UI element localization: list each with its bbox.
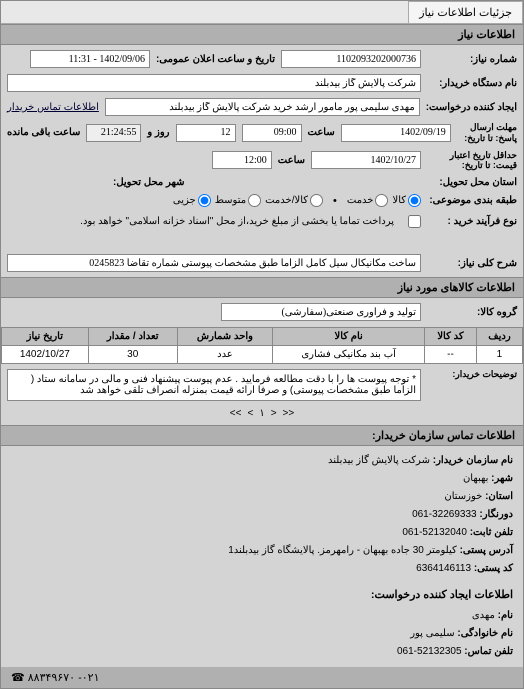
- th-name: نام کالا: [273, 328, 425, 346]
- radio-size2[interactable]: [248, 194, 261, 207]
- creator-section-title: اطلاعات ایجاد کننده درخواست:: [1, 584, 523, 601]
- creator-phone-value: 52132305-061: [397, 646, 462, 657]
- footer-phone: ☎ ۸۸۳۴۹۶۷۰ -۰۲۱: [1, 667, 523, 688]
- process-label: نوع فرآیند خرید :: [427, 216, 517, 227]
- info-section: شماره نیاز: تاریخ و ساعت اعلان عمومی: نا…: [1, 45, 523, 277]
- radio-size3[interactable]: [198, 194, 211, 207]
- buyer-input[interactable]: [7, 74, 421, 92]
- req-no-input[interactable]: [281, 50, 421, 68]
- process-checkbox[interactable]: [408, 215, 421, 228]
- requester-input[interactable]: [105, 98, 420, 116]
- deadline-date[interactable]: [341, 124, 451, 142]
- postcode-label: کد پستی:: [474, 563, 513, 574]
- goods-section-title: اطلاعات کالاهای مورد نیاز: [1, 277, 523, 298]
- pager-page[interactable]: ۱: [259, 408, 264, 419]
- phone-value: 52132040-061: [402, 527, 467, 538]
- province-label2: استان:: [485, 491, 513, 502]
- deadline-time[interactable]: [242, 124, 302, 142]
- contact-section-title: اطلاعات تماس سازمان خریدار:: [1, 425, 523, 446]
- budget-label: طبقه بندی موضوعی:: [427, 195, 517, 206]
- req-no-label: شماره نیاز:: [427, 54, 517, 65]
- creator-phone-label: تلفن تماس:: [464, 646, 513, 657]
- radio-kala[interactable]: [408, 194, 421, 207]
- desc-input[interactable]: [7, 254, 421, 272]
- remain-label: ساعت باقی مانده: [7, 127, 80, 138]
- contact-link[interactable]: اطلاعات تماس خریدار: [7, 102, 99, 113]
- fax-label: دورنگار:: [479, 509, 513, 520]
- days-remaining[interactable]: [176, 124, 236, 142]
- goods-table: ردیف کد کالا نام کالا واحد شمارش تعداد /…: [1, 327, 523, 364]
- phone-icon: ☎: [11, 672, 25, 684]
- days-label: روز و: [147, 127, 169, 138]
- valid-label: حداقل تاریخ اعتبار قیمت: تا تاریخ:: [427, 150, 517, 172]
- budget-radios: کالا خدمت • کالا/خدمت متوسط جزیی: [173, 194, 421, 207]
- th-code: کد کالا: [425, 328, 477, 346]
- creator-block: نام: مهدی نام خانوادگی: سلیمی پور تلفن ت…: [1, 601, 523, 667]
- pager: << < ۱ > >>: [1, 404, 523, 423]
- remain-time: [86, 124, 141, 142]
- group-input[interactable]: [221, 303, 421, 321]
- pager-last[interactable]: >>: [283, 408, 295, 419]
- announce-label: تاریخ و ساعت اعلان عمومی:: [156, 54, 275, 65]
- explain-text: * توجه پیوست ها را با دقت مطالعه فرمایید…: [7, 369, 421, 401]
- contact-block: نام سازمان خریدار: شرکت پالایش گاز بیدبل…: [1, 446, 523, 584]
- pager-next[interactable]: >: [271, 408, 277, 419]
- requester-label: ایجاد کننده درخواست:: [426, 102, 517, 113]
- valid-date[interactable]: [311, 151, 421, 169]
- phone-label: تلفن ثابت:: [470, 527, 513, 538]
- name-label: نام:: [498, 610, 513, 621]
- tab-details[interactable]: جزئیات اطلاعات نیاز: [408, 1, 523, 23]
- province-label: استان محل تحویل:: [427, 177, 517, 188]
- name-value: مهدی: [472, 610, 495, 621]
- deadline-label: مهلت ارسال پاسخ: تا تاریخ:: [457, 122, 517, 144]
- radio-size1[interactable]: [310, 194, 323, 207]
- valid-time[interactable]: [212, 151, 272, 169]
- explain-label: توضیحات خریدار:: [427, 369, 517, 380]
- th-unit: واحد شمارش: [177, 328, 272, 346]
- th-date: تاریخ نیاز: [2, 328, 89, 346]
- fax-value: 32269333-061: [412, 509, 477, 520]
- announce-input[interactable]: [30, 50, 150, 68]
- radio-khedmat[interactable]: [375, 194, 388, 207]
- table-header-row: ردیف کد کالا نام کالا واحد شمارش تعداد /…: [2, 328, 523, 346]
- buyer-label: نام دستگاه خریدار:: [427, 78, 517, 89]
- table-row[interactable]: 1 -- آب بند مکانیکی فشاری عدد 30 1402/10…: [2, 346, 523, 364]
- org-value: شرکت پالایش گاز بیدبلند: [328, 455, 430, 466]
- family-label: نام خانوادگی:: [457, 628, 513, 639]
- th-row: ردیف: [476, 328, 522, 346]
- time-label-2: ساعت: [278, 155, 305, 166]
- main-window: جزئیات اطلاعات نیاز اطلاعات نیاز شماره ن…: [0, 0, 524, 689]
- city-value: بهبهان: [463, 473, 488, 484]
- city-label: شهر محل تحویل:: [113, 177, 185, 188]
- city-label2: شهر:: [491, 473, 513, 484]
- address-label: آدرس پستی:: [460, 545, 513, 556]
- group-label: گروه کالا:: [427, 307, 517, 318]
- time-label-1: ساعت: [308, 127, 335, 138]
- section-info-title: اطلاعات نیاز: [1, 24, 523, 45]
- process-note: پرداخت تماما یا بخشی از مبلغ خرید،از محل…: [7, 213, 402, 230]
- tab-header: جزئیات اطلاعات نیاز: [1, 1, 523, 24]
- family-value: سلیمی پور: [410, 628, 454, 639]
- desc-label: شرح کلی نیاز:: [427, 258, 517, 269]
- pager-first[interactable]: <<: [230, 408, 242, 419]
- postcode-value: 6364146113: [416, 563, 471, 574]
- province-value: خوزستان: [444, 491, 482, 502]
- pager-prev[interactable]: <: [247, 408, 253, 419]
- th-qty: تعداد / مقدار: [88, 328, 177, 346]
- org-label: نام سازمان خریدار:: [433, 455, 513, 466]
- address-value: کیلومتر 30 جاده بهبهان - رامهرمز. پالایش…: [228, 545, 457, 556]
